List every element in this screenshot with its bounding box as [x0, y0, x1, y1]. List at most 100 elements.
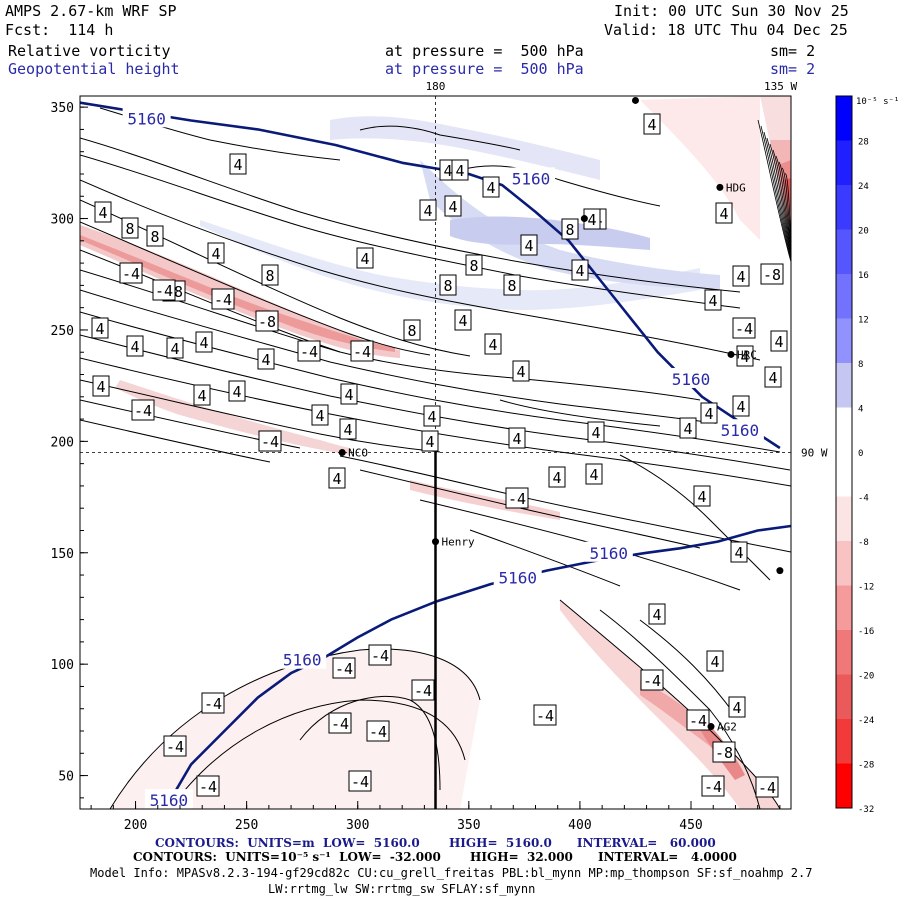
vorticity-label-box [311, 404, 329, 426]
colorbar-tick-label: -12 [858, 583, 874, 593]
colorbar-tick-label: 28 [858, 138, 869, 148]
vorticity-label-box [732, 265, 750, 287]
vorticity-contour-line-11 [80, 379, 441, 453]
vorticity-label-box [146, 225, 164, 247]
vorticity-contour-label: -4 [508, 490, 526, 508]
vorticity-label-box [706, 650, 724, 672]
vorticity-label-box [423, 405, 441, 427]
vorticity-contour-label: -4 [122, 265, 140, 283]
meridian-90w-label: 90 W [801, 447, 828, 460]
height-contour-label: 5160 [590, 544, 629, 563]
colorbar-band [836, 763, 852, 809]
station-marker [338, 449, 346, 456]
vorticity-contour-label: 8 [407, 322, 416, 340]
station-label: Henry [442, 536, 475, 549]
vorticity-label-box [339, 418, 357, 440]
vorticity-label-box [411, 679, 435, 701]
vorticity-label-box [356, 247, 374, 269]
forecast-hour: Fcst: 114 h [5, 21, 114, 39]
vorticity-contour-label: 4 [732, 699, 741, 717]
vorticity-contour-label: 4 [96, 378, 105, 396]
vorticity-label-box [571, 259, 589, 281]
colorbar-tick-label: 20 [858, 227, 869, 237]
vorticity-contour-label: 4 [344, 386, 353, 404]
vorticity-ring-7 [778, 161, 791, 249]
vorticity-label-box [712, 741, 736, 763]
vorticity-ring-3 [766, 137, 791, 257]
height-label-bg-5 [584, 541, 633, 562]
field2-name: Geopotential height [8, 60, 180, 78]
vorticity-label-box [403, 319, 421, 341]
vorticity-label-box [368, 644, 392, 666]
vorticity-label-box [679, 417, 697, 439]
vorticity-contour-line-7 [80, 289, 761, 431]
field2-smoothing: sm= 2 [770, 60, 816, 78]
vorticity-label-box [91, 317, 109, 339]
station-label: NCO [348, 447, 368, 460]
vorticity-label-box [94, 201, 112, 223]
vorticity-contour-line-13 [80, 419, 271, 463]
height-label-bg-6 [278, 648, 327, 669]
vorticity-label-box [350, 340, 374, 362]
vorticity-label-box [92, 375, 110, 397]
vorticity-contour-label: -4 [134, 402, 152, 420]
y-tick-label: 200 [51, 435, 74, 450]
vorticity-contour-label: -4 [335, 660, 353, 678]
vorticity-contour-label: 8 [150, 228, 159, 246]
vorticity-label-box [257, 348, 275, 370]
station-label: HRC [737, 348, 757, 361]
colorbar-band [836, 541, 852, 586]
vorticity-label-box [548, 466, 566, 488]
vorticity-contour-label: 4 [734, 544, 743, 562]
height-contour-label: 5160 [283, 651, 322, 670]
vorticity-label-box [732, 317, 756, 339]
vorticity-label-box [196, 775, 220, 797]
vorticity-contour-label: 8 [507, 277, 516, 295]
vorticity-label-box [643, 113, 661, 135]
vorticity-label-box [640, 669, 664, 691]
vorticity-label-box [126, 335, 144, 357]
vorticity-ring-5 [772, 149, 791, 253]
vorticity-contour-line-0 [80, 137, 741, 293]
vorticity-contour-line-6 [80, 269, 701, 401]
vorticity-label-box [770, 330, 788, 352]
vorticity-label-box [444, 195, 462, 217]
vorticity-contour-label: 4 [343, 421, 352, 439]
vorticity-contour-label: 4 [360, 250, 369, 268]
colorbar-tick-label: -16 [858, 627, 874, 637]
station-marker [707, 723, 715, 731]
height-contour-label: 5160 [150, 791, 189, 810]
vorticity-label-box [561, 218, 579, 240]
vorticity-label-box [520, 234, 538, 256]
vorticity-label-box [258, 430, 282, 452]
vorticity-contour-label: -4 [199, 778, 217, 796]
vorticity-contour-label: 8 [125, 220, 134, 238]
colorbar-band [836, 452, 852, 497]
y-tick-label: 250 [51, 324, 74, 339]
colorbar-band [836, 229, 852, 275]
vorticity-contour-label: -4 [689, 712, 707, 730]
field1-level: at pressure = 500 hPa [385, 42, 584, 60]
colorbar-band [836, 185, 852, 230]
vorticity-label-box [366, 720, 390, 742]
model-info: Model Info: MPASv8.2.3-194-gf29cd82c CU:… [90, 866, 813, 880]
model-title: AMPS 2.67-km WRF SP [5, 2, 177, 20]
vorticity-contour-label: 4 [233, 156, 242, 174]
vorticity-contour-label: 4 [719, 205, 728, 223]
y-tick-label: 150 [51, 547, 74, 562]
vorticity-ring-0 [757, 119, 791, 263]
vorticity-contour-label: -8 [258, 313, 276, 331]
vorticity-contour-label: 4 [488, 336, 497, 354]
vorticity-contour-label: -4 [166, 738, 184, 756]
vorticity-label-box [207, 242, 225, 264]
vorticity-contour-label: -4 [204, 695, 222, 713]
field1-smoothing: sm= 2 [770, 42, 816, 60]
vorticity-contour-line-26 [459, 165, 661, 207]
vorticity-ring-8 [781, 167, 791, 247]
vorticity-shade-10 [330, 116, 600, 180]
vorticity-contour-label: 4 [575, 262, 584, 280]
vorticity-label-box [439, 274, 457, 296]
vorticity-shade-5 [110, 649, 480, 809]
vorticity-label-box [512, 360, 530, 382]
